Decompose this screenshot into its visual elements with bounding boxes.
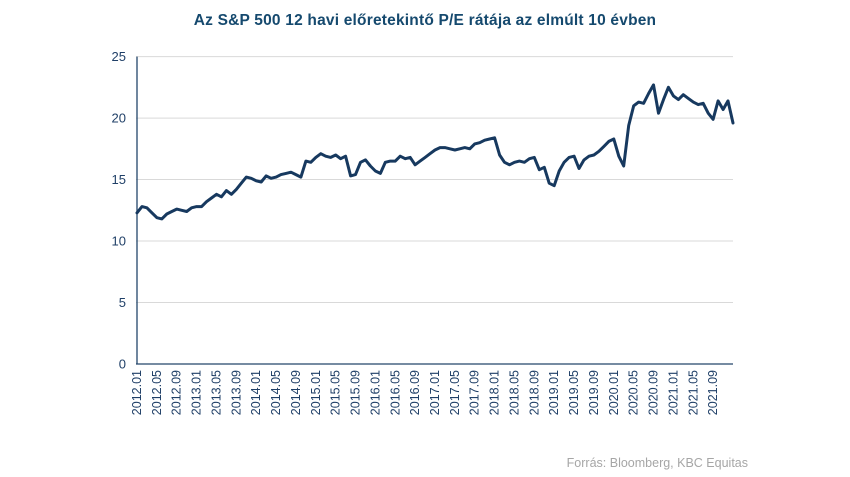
- x-tick-label: 2013.01: [190, 370, 204, 415]
- x-tick-label: 2018.09: [527, 370, 541, 415]
- x-tick-label: 2014.09: [289, 370, 303, 415]
- x-tick-label: 2013.09: [229, 370, 243, 415]
- x-axis-labels: 2012.01 2012.05 2012.09 2013.01 2013.05 2013.…: [130, 370, 720, 415]
- y-tick-label: 10: [112, 234, 126, 249]
- x-tick-label: 2012.05: [150, 370, 164, 415]
- x-tick-label: 2020.09: [647, 370, 661, 415]
- x-tick-label: 2017.09: [468, 370, 482, 415]
- y-tick-label: 5: [119, 295, 126, 310]
- x-tick-label: 2017.01: [428, 370, 442, 415]
- x-tick-label: 2018.01: [488, 370, 502, 415]
- x-tick-label: 2015.09: [349, 370, 363, 415]
- x-tick-label: 2012.09: [170, 370, 184, 415]
- x-tick-label: 2014.05: [269, 370, 283, 415]
- x-tick-label: 2019.05: [567, 370, 581, 415]
- source-caption: Forrás: Bloomberg, KBC Equitas: [566, 456, 748, 470]
- x-tick-label: 2021.01: [666, 370, 680, 415]
- x-tick-label: 2013.05: [209, 370, 223, 415]
- x-tick-label: 2020.05: [627, 370, 641, 415]
- x-tick-label: 2016.09: [408, 370, 422, 415]
- x-tick-label: 2020.01: [607, 370, 621, 415]
- x-tick-label: 2021.09: [706, 370, 720, 415]
- x-tick-label: 2016.01: [368, 370, 382, 415]
- y-tick-label: 0: [119, 357, 126, 372]
- y-tick-label: 20: [112, 111, 126, 126]
- x-tick-label: 2019.09: [587, 370, 601, 415]
- x-tick-label: 2017.05: [448, 370, 462, 415]
- y-tick-label: 25: [112, 49, 126, 64]
- x-tick-label: 2018.05: [507, 370, 521, 415]
- axes: [136, 56, 733, 365]
- chart-title: Az S&P 500 12 havi előretekintő P/E rátá…: [193, 12, 657, 29]
- x-tick-label: 2012.01: [130, 370, 144, 415]
- gridlines: [136, 56, 733, 304]
- y-axis-labels: 0 5 10 15 20 25: [112, 49, 126, 371]
- x-tick-label: 2015.01: [309, 370, 323, 415]
- x-tick-label: 2016.05: [388, 370, 402, 415]
- pe-ratio-line: [135, 83, 735, 221]
- x-tick-label: 2014.01: [249, 370, 263, 415]
- y-tick-label: 15: [112, 172, 126, 187]
- x-tick-label: 2019.01: [547, 370, 561, 415]
- x-tick-label: 2021.05: [686, 370, 700, 415]
- x-tick-label: 2015.05: [329, 370, 343, 415]
